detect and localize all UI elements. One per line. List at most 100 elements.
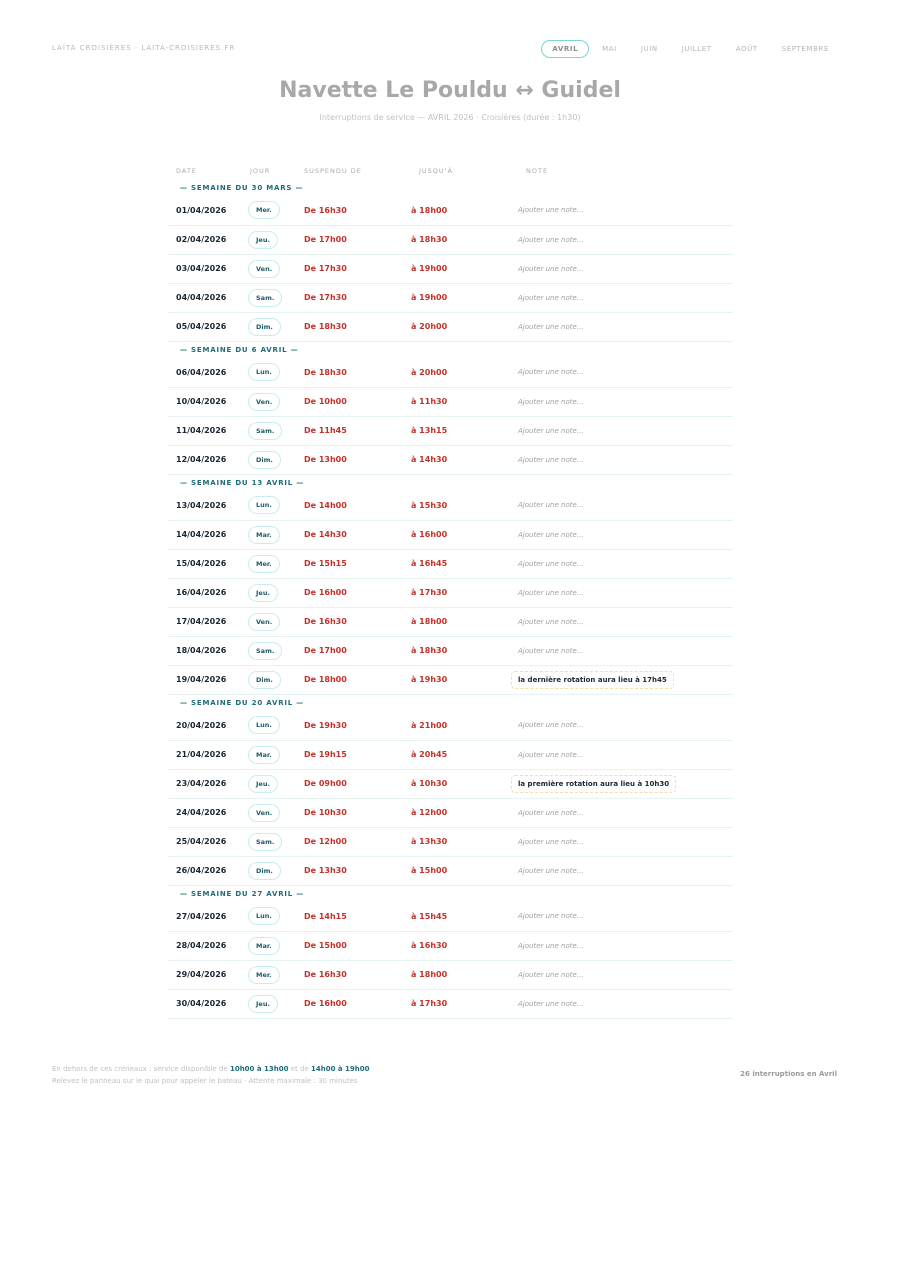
day-pill: Mer. <box>248 554 280 573</box>
note-cell[interactable]: Ajouter une note... <box>518 196 733 226</box>
note-cell[interactable]: Ajouter une note... <box>518 902 733 932</box>
note-cell[interactable]: la dernière rotation aura lieu à 17h45 <box>511 665 733 695</box>
from-cell: De 13h30 <box>304 856 411 886</box>
to-cell: à 16h45 <box>411 549 518 579</box>
note-cell[interactable]: la première rotation aura lieu à 10h30 <box>511 769 733 799</box>
note-placeholder[interactable]: Ajouter une note... <box>518 235 584 244</box>
week-label: — SEMAINE DU 20 AVRIL — <box>180 698 305 707</box>
note-cell[interactable]: Ajouter une note... <box>518 491 733 521</box>
tab-août[interactable]: AOÛT <box>735 45 758 53</box>
to-cell: à 17h30 <box>411 578 518 608</box>
note-placeholder[interactable]: Ajouter une note... <box>518 866 584 875</box>
note-text[interactable]: la dernière rotation aura lieu à 17h45 <box>511 670 674 689</box>
note-placeholder[interactable]: Ajouter une note... <box>518 617 584 626</box>
to-cell: à 18h30 <box>411 636 518 666</box>
note-placeholder[interactable]: Ajouter une note... <box>518 750 584 759</box>
table-row: 02/04/2026 Jeu. De 17h00 à 18h30 Ajouter… <box>168 225 733 255</box>
note-placeholder[interactable]: Ajouter une note... <box>518 501 584 510</box>
note-placeholder[interactable]: Ajouter une note... <box>518 426 584 435</box>
note-placeholder[interactable]: Ajouter une note... <box>518 368 584 377</box>
day-cell: Lun. <box>248 711 304 741</box>
note-placeholder[interactable]: Ajouter une note... <box>518 837 584 846</box>
date-cell: 14/04/2026 <box>168 520 248 550</box>
day-cell: Sam. <box>248 283 304 313</box>
date-cell: 28/04/2026 <box>168 931 248 961</box>
tab-mai[interactable]: MAI <box>602 45 617 53</box>
from-cell: De 17h30 <box>304 254 411 284</box>
table-row: 15/04/2026 Mer. De 15h15 à 16h45 Ajouter… <box>168 549 733 579</box>
note-placeholder[interactable]: Ajouter une note... <box>518 646 584 655</box>
from-cell: De 18h00 <box>304 665 411 695</box>
from-cell: De 16h00 <box>304 578 411 608</box>
note-placeholder[interactable]: Ajouter une note... <box>518 912 584 921</box>
note-cell[interactable]: Ajouter une note... <box>518 931 733 961</box>
note-cell[interactable]: Ajouter une note... <box>518 740 733 770</box>
note-placeholder[interactable]: Ajouter une note... <box>518 530 584 539</box>
note-placeholder[interactable]: Ajouter une note... <box>518 293 584 302</box>
note-cell[interactable]: Ajouter une note... <box>518 358 733 388</box>
to-cell: à 18h00 <box>411 196 518 226</box>
note-cell[interactable]: Ajouter une note... <box>518 960 733 990</box>
week-header: — SEMAINE DU 20 AVRIL — <box>168 694 733 711</box>
tab-juin[interactable]: JUIN <box>640 45 658 53</box>
slot-2: 14h00 à 19h00 <box>310 1065 370 1073</box>
note-cell[interactable]: Ajouter une note... <box>518 636 733 666</box>
note-cell[interactable]: Ajouter une note... <box>518 578 733 608</box>
note-cell[interactable]: Ajouter une note... <box>518 798 733 828</box>
note-placeholder[interactable]: Ajouter une note... <box>518 264 584 273</box>
day-cell: Ven. <box>248 607 304 637</box>
note-cell[interactable]: Ajouter une note... <box>518 416 733 446</box>
note-cell[interactable]: Ajouter une note... <box>518 856 733 886</box>
note-placeholder[interactable]: Ajouter une note... <box>518 397 584 406</box>
note-placeholder[interactable]: Ajouter une note... <box>518 588 584 597</box>
note-cell[interactable]: Ajouter une note... <box>518 312 733 342</box>
to-cell: à 18h00 <box>411 960 518 990</box>
note-cell[interactable]: Ajouter une note... <box>518 387 733 417</box>
note-cell[interactable]: Ajouter une note... <box>518 520 733 550</box>
date-cell: 02/04/2026 <box>168 225 248 255</box>
note-placeholder[interactable]: Ajouter une note... <box>518 721 584 730</box>
table-row: 29/04/2026 Mer. De 16h30 à 18h00 Ajouter… <box>168 960 733 990</box>
note-cell[interactable]: Ajouter une note... <box>518 445 733 475</box>
note-cell[interactable]: Ajouter une note... <box>518 254 733 284</box>
note-placeholder[interactable]: Ajouter une note... <box>518 941 584 950</box>
day-pill: Sam. <box>248 832 283 851</box>
week-header: — SEMAINE DU 27 AVRIL — <box>168 885 733 902</box>
note-cell[interactable]: Ajouter une note... <box>518 989 733 1019</box>
table-row: 25/04/2026 Sam. De 12h00 à 13h30 Ajouter… <box>168 827 733 857</box>
note-cell[interactable]: Ajouter une note... <box>518 225 733 255</box>
interruptions-count: 26 interruptions en Avril <box>740 1070 837 1078</box>
note-placeholder[interactable]: Ajouter une note... <box>518 206 584 215</box>
note-cell[interactable]: Ajouter une note... <box>518 549 733 579</box>
note-cell[interactable]: Ajouter une note... <box>518 607 733 637</box>
from-cell: De 19h15 <box>304 740 411 770</box>
note-cell[interactable]: Ajouter une note... <box>518 711 733 741</box>
to-cell: à 13h30 <box>411 827 518 857</box>
note-placeholder[interactable]: Ajouter une note... <box>518 559 584 568</box>
footer-text: et de <box>288 1065 311 1073</box>
day-pill: Lun. <box>248 363 280 382</box>
to-cell: à 18h30 <box>411 225 518 255</box>
tab-juillet[interactable]: JUILLET <box>681 45 712 53</box>
tab-avril[interactable]: AVRIL <box>541 40 590 58</box>
note-text[interactable]: la première rotation aura lieu à 10h30 <box>511 774 677 793</box>
day-pill: Sam. <box>248 421 283 440</box>
date-cell: 04/04/2026 <box>168 283 248 313</box>
from-cell: De 17h00 <box>304 636 411 666</box>
from-cell: De 18h30 <box>304 358 411 388</box>
brand-link[interactable]: LAÏTA CROISIÈRES · LAITA-CROISIERES.FR <box>52 44 236 52</box>
week-header: — SEMAINE DU 13 AVRIL — <box>168 474 733 491</box>
note-cell[interactable]: Ajouter une note... <box>518 283 733 313</box>
note-placeholder[interactable]: Ajouter une note... <box>518 455 584 464</box>
note-placeholder[interactable]: Ajouter une note... <box>518 999 584 1008</box>
note-cell[interactable]: Ajouter une note... <box>518 827 733 857</box>
note-placeholder[interactable]: Ajouter une note... <box>518 322 584 331</box>
tab-septembre[interactable]: SEPTEMBRE <box>781 45 829 53</box>
month-tabs: AVRIL MAI JUIN JUILLET AOÛT SEPTEMBRE <box>539 40 840 58</box>
date-cell: 30/04/2026 <box>168 989 248 1019</box>
day-cell: Sam. <box>248 636 304 666</box>
date-cell: 01/04/2026 <box>168 196 248 226</box>
note-placeholder[interactable]: Ajouter une note... <box>518 808 584 817</box>
table-row: 12/04/2026 Dim. De 13h00 à 14h30 Ajouter… <box>168 445 733 475</box>
note-placeholder[interactable]: Ajouter une note... <box>518 970 584 979</box>
